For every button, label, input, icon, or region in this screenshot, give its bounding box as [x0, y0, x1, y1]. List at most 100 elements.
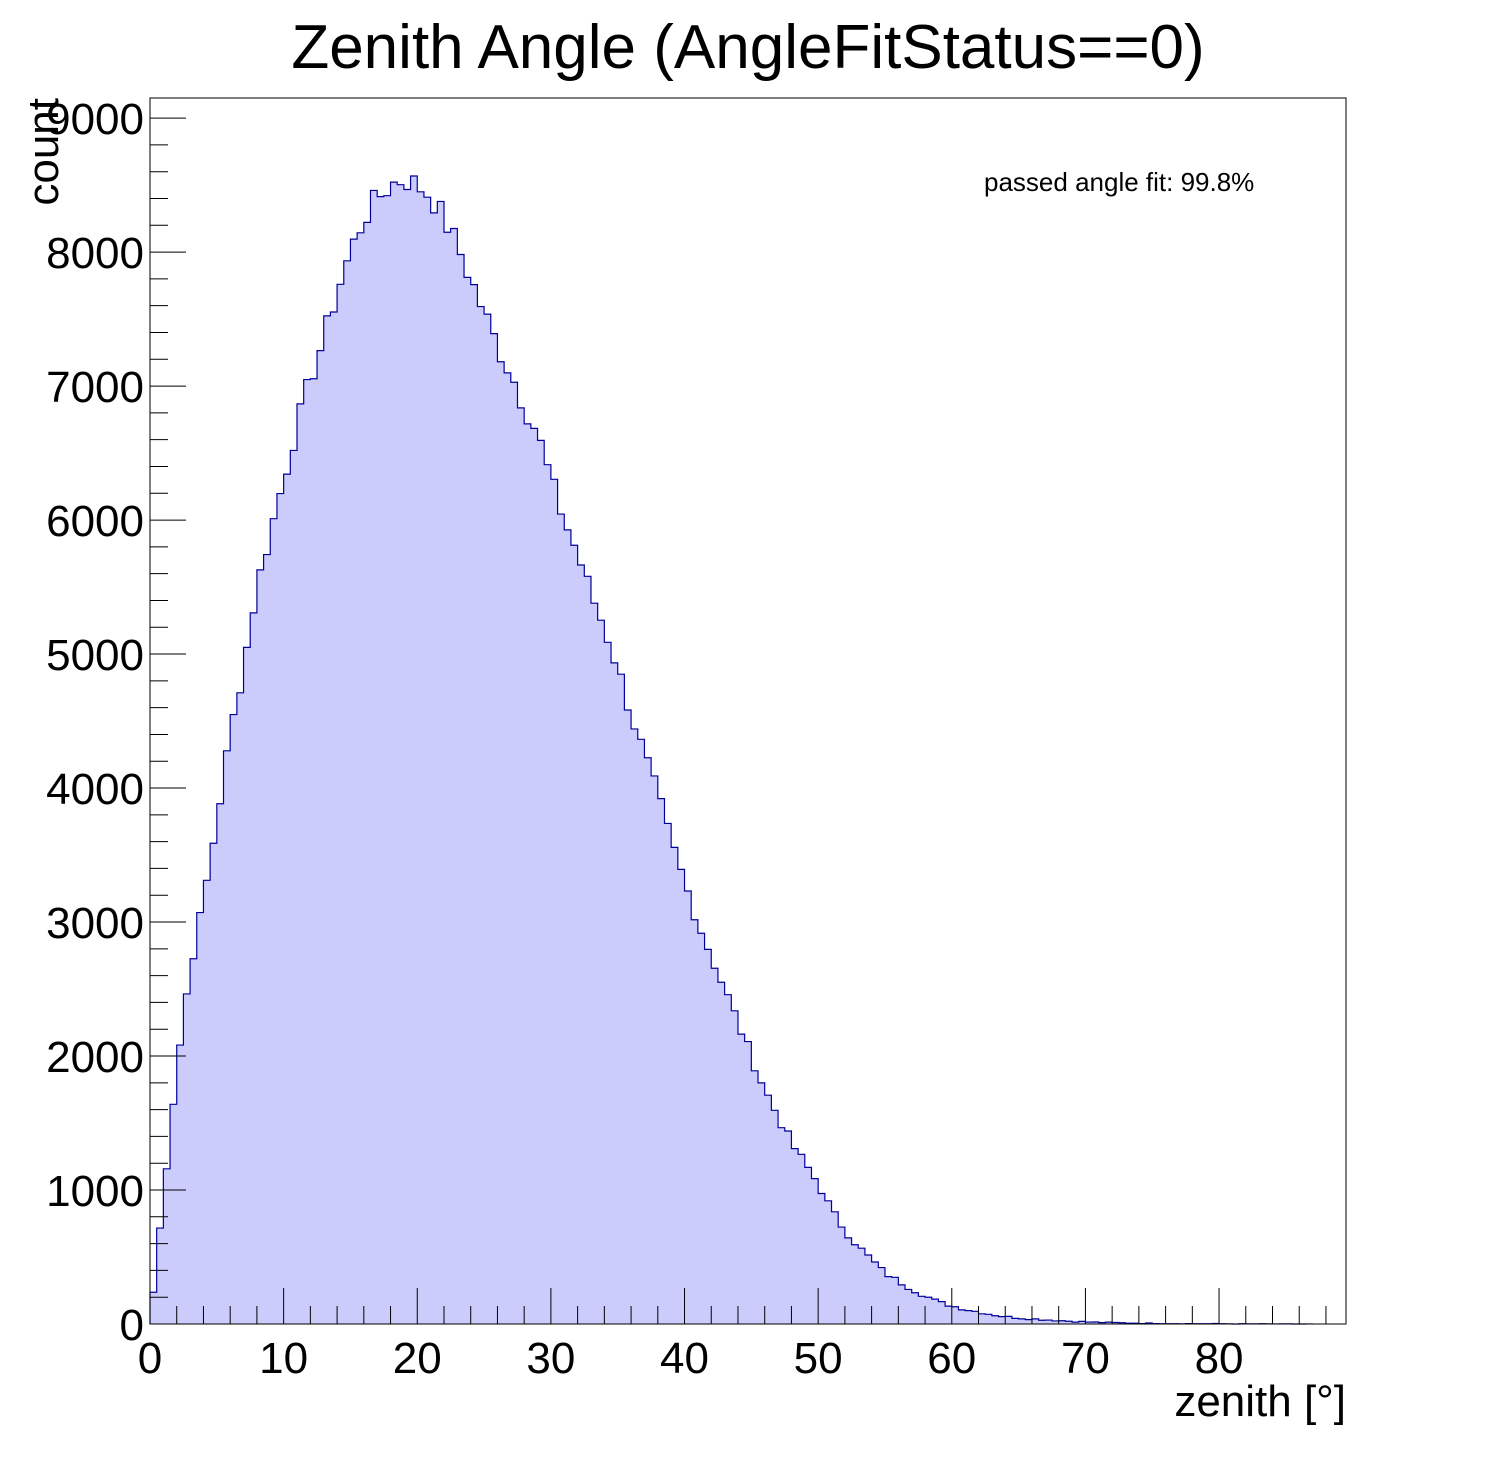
histogram-bin: [1038, 1320, 1046, 1324]
plot-frame: [149, 97, 1347, 1325]
histogram-bin: [437, 201, 445, 1324]
histogram-bin: [156, 1228, 164, 1324]
histogram-bin: [296, 403, 304, 1324]
x-axis-title: zenith [°]: [1174, 1377, 1346, 1426]
y-axis-tick-labels: 0 1000 2000 3000 4000 5000 6000 7000 8000 9000: [46, 95, 144, 1350]
histogram-bin: [423, 197, 431, 1324]
x-tick-label: 60: [927, 1334, 976, 1383]
histogram-bin: [216, 803, 224, 1324]
histogram-bin: [537, 440, 545, 1324]
histogram-bin: [150, 1292, 157, 1324]
histogram-bin: [176, 1045, 184, 1324]
histogram-bin: [1025, 1319, 1033, 1324]
histogram-bin: [276, 493, 284, 1324]
histogram-bin: [323, 315, 331, 1324]
histogram-bin: [403, 189, 411, 1325]
histogram-bin: [517, 407, 525, 1325]
histogram-bin: [858, 1248, 866, 1324]
histogram-bin: [350, 239, 358, 1324]
histogram-bin: [564, 529, 572, 1324]
histogram-bin: [617, 674, 625, 1324]
histogram-bin: [784, 1131, 792, 1324]
histogram-bin: [1031, 1318, 1039, 1324]
histogram-bin: [951, 1306, 959, 1324]
histogram-bin: [717, 982, 725, 1324]
histogram-bin: [831, 1211, 839, 1324]
histogram-bin: [1105, 1322, 1113, 1324]
histogram-bin: [410, 175, 418, 1324]
histogram-bin: [1078, 1321, 1086, 1324]
histogram-bin: [684, 890, 692, 1324]
histogram-bin: [330, 312, 338, 1324]
histogram-bin: [597, 620, 605, 1324]
histogram-bin: [470, 284, 478, 1324]
x-tick-label: 30: [526, 1334, 575, 1383]
histogram-bin: [864, 1255, 872, 1324]
histogram-bin: [771, 1110, 779, 1324]
histogram-bin: [818, 1193, 826, 1324]
histogram-bin: [450, 228, 458, 1325]
histogram-bin: [871, 1262, 879, 1324]
y-tick-label: 2000: [46, 1033, 144, 1082]
histogram-bin: [798, 1154, 806, 1324]
histogram-bin: [1118, 1322, 1126, 1324]
histogram-bin: [370, 190, 378, 1324]
x-axis-tick-labels: 0 10 20 30 40 50 60 70 80: [138, 1334, 1244, 1383]
histogram-bin: [611, 662, 619, 1324]
histogram-bin: [337, 284, 345, 1325]
x-tick-label: 10: [259, 1334, 308, 1383]
histogram-bin: [644, 757, 652, 1324]
histogram-bars: [150, 175, 1313, 1325]
histogram-bin: [550, 479, 558, 1324]
histogram-bin: [925, 1297, 933, 1324]
histogram-bin: [390, 182, 398, 1325]
histogram-bin: [1112, 1322, 1120, 1324]
histogram-bin: [544, 464, 552, 1324]
histogram-bin: [965, 1310, 973, 1324]
histogram-bin: [196, 912, 204, 1324]
histogram-bin: [1065, 1321, 1073, 1324]
histogram-bin: [624, 710, 632, 1324]
histogram-bin: [998, 1316, 1006, 1324]
histogram-bin: [844, 1237, 852, 1324]
histogram-bin: [637, 739, 645, 1324]
histogram-bin: [1058, 1320, 1066, 1324]
histogram-bin: [671, 847, 679, 1324]
histogram-bin: [190, 958, 198, 1324]
histogram-bin: [704, 949, 712, 1324]
histogram-bin: [524, 423, 532, 1325]
histogram-bin: [891, 1277, 899, 1324]
histogram-bin: [938, 1301, 946, 1324]
histogram-bin: [824, 1200, 832, 1324]
histogram-bin: [530, 428, 538, 1324]
y-tick-label: 6000: [46, 497, 144, 546]
histogram-bin: [978, 1313, 986, 1324]
histogram-bin: [477, 306, 485, 1324]
histogram-bin: [911, 1292, 919, 1324]
histogram-bin: [397, 184, 405, 1325]
histogram-bin: [971, 1311, 979, 1324]
histogram-bin: [791, 1148, 799, 1324]
histogram-bin: [484, 314, 492, 1325]
histogram-bin: [945, 1306, 953, 1324]
histogram-bin: [991, 1315, 999, 1324]
histogram-bin: [343, 260, 351, 1325]
histogram-bin: [631, 728, 639, 1324]
histogram-bin: [243, 647, 251, 1324]
histogram-bin: [497, 361, 505, 1324]
histogram-bin: [898, 1284, 906, 1324]
y-tick-label: 9000: [46, 95, 144, 144]
histogram-bin: [604, 642, 612, 1324]
histogram-bin: [457, 254, 465, 1324]
histogram-bin: [443, 232, 451, 1324]
histogram-bin: [737, 1034, 745, 1324]
histogram-bin: [1045, 1320, 1053, 1324]
histogram-bin: [590, 603, 598, 1324]
histogram-bin: [230, 714, 238, 1324]
histogram-bin: [163, 1168, 171, 1324]
histogram-bin: [664, 823, 672, 1324]
histogram-bin: [183, 993, 191, 1324]
chart-title: Zenith Angle (AngleFitStatus==0): [291, 13, 1204, 82]
histogram-bin: [918, 1296, 926, 1324]
histogram-bin: [584, 576, 592, 1324]
